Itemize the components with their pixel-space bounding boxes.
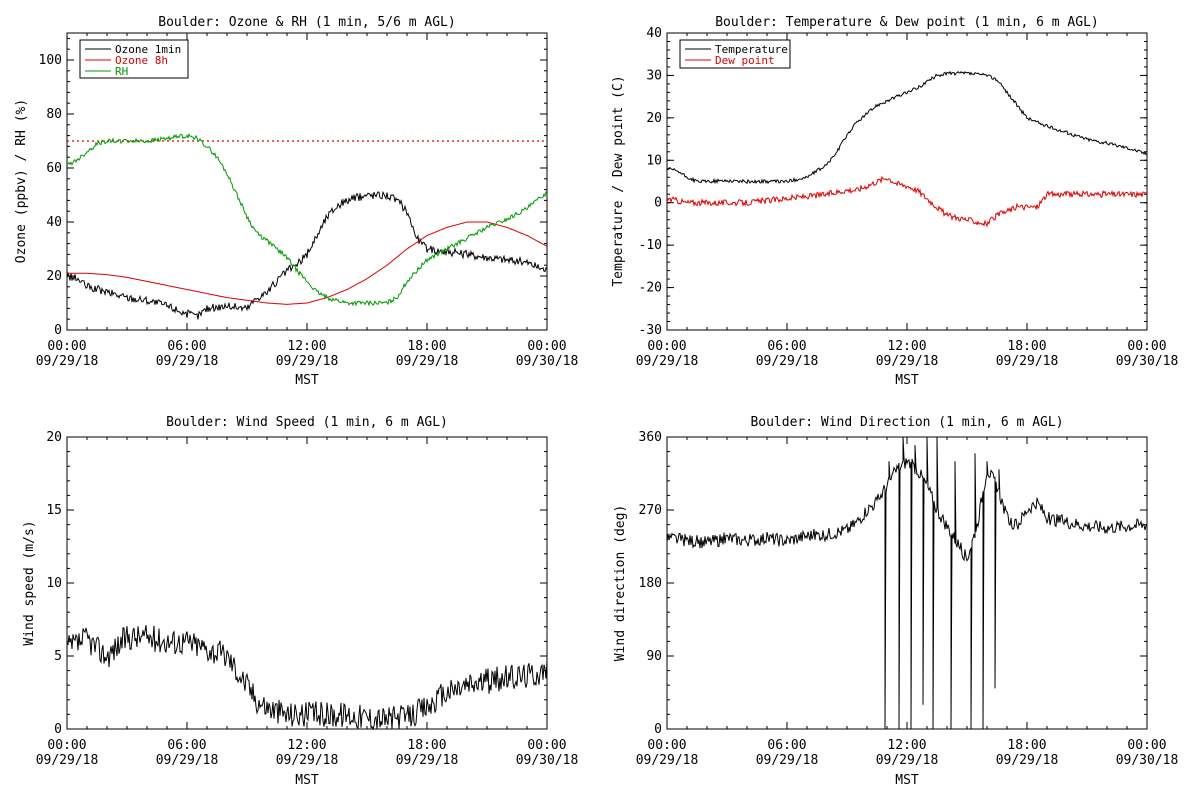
x-tick-label-time: 12:00 xyxy=(287,738,326,753)
y-tick-label: 90 xyxy=(646,649,662,664)
x-tick-label-time: 00:00 xyxy=(647,738,686,753)
x-tick-label-date: 09/30/18 xyxy=(516,753,579,768)
y-axis-label: Ozone (ppbv) / RH (%) xyxy=(14,99,29,263)
y-tick-label: 270 xyxy=(639,503,662,518)
x-tick-label-time: 06:00 xyxy=(767,738,806,753)
series-line-ozone-8h xyxy=(67,221,548,305)
x-tick-label-time: 06:00 xyxy=(167,339,206,354)
x-tick-label-date: 09/29/18 xyxy=(636,354,699,369)
x-tick-label-time: 06:00 xyxy=(767,339,806,354)
series-line-data xyxy=(666,436,1148,730)
x-tick-label-date: 09/30/18 xyxy=(1116,354,1179,369)
x-tick-label-time: 18:00 xyxy=(1007,339,1046,354)
y-tick-label: 10 xyxy=(46,576,62,591)
legend-label-dew-point: Dew point xyxy=(715,54,775,67)
legend: Temperature Dew point xyxy=(679,39,791,69)
panel-temperature-dewpoint: Boulder: Temperature & Dew point (1 min,… xyxy=(611,15,1178,388)
y-tick-label: -30 xyxy=(639,323,662,338)
x-tick-label-time: 00:00 xyxy=(527,339,566,354)
chart-title: Boulder: Wind Direction (1 min, 6 m AGL) xyxy=(750,415,1063,430)
chart-title: Boulder: Wind Speed (1 min, 6 m AGL) xyxy=(166,415,448,430)
x-tick-label-time: 00:00 xyxy=(47,339,86,354)
y-tick-label: 20 xyxy=(46,269,62,284)
x-tick-label-date: 09/29/18 xyxy=(396,354,459,369)
x-tick-label-time: 00:00 xyxy=(1127,339,1166,354)
x-tick-label-date: 09/29/18 xyxy=(876,354,939,369)
y-tick-label: 30 xyxy=(646,68,662,83)
y-tick-label: 20 xyxy=(646,111,662,126)
y-tick-label: 0 xyxy=(654,196,662,211)
x-tick-label-time: 18:00 xyxy=(1007,738,1046,753)
y-tick-label: -20 xyxy=(639,281,662,296)
x-tick-label-date: 09/29/18 xyxy=(36,354,99,369)
y-tick-label: 0 xyxy=(54,323,62,338)
series-line-ozone-1min xyxy=(66,190,548,320)
y-tick-label: 180 xyxy=(639,576,662,591)
x-tick-label-time: 06:00 xyxy=(167,738,206,753)
series-line-data xyxy=(66,625,548,731)
panel-ozone-rh: Boulder: Ozone & RH (1 min, 5/6 m AGL) O… xyxy=(14,15,578,388)
y-tick-label: 20 xyxy=(46,430,62,445)
y-tick-label: 0 xyxy=(654,722,662,737)
x-tick-label-date: 09/30/18 xyxy=(516,354,579,369)
legend-label-rh: RH xyxy=(115,65,128,78)
x-tick-label-date: 09/29/18 xyxy=(156,753,219,768)
x-tick-label-time: 00:00 xyxy=(527,738,566,753)
x-tick-label-date: 09/29/18 xyxy=(396,753,459,768)
y-tick-label: 40 xyxy=(46,215,62,230)
x-axis-label: MST xyxy=(295,373,319,388)
y-axis-label: Wind speed (m/s) xyxy=(22,520,37,645)
x-tick-label-time: 12:00 xyxy=(287,339,326,354)
y-tick-label: 100 xyxy=(39,53,62,68)
chart-title: Boulder: Ozone & RH (1 min, 5/6 m AGL) xyxy=(158,15,455,30)
x-tick-label-date: 09/29/18 xyxy=(276,354,339,369)
x-tick-label-time: 18:00 xyxy=(407,339,446,354)
x-tick-label-date: 09/30/18 xyxy=(1116,753,1179,768)
x-tick-label-date: 09/29/18 xyxy=(756,354,819,369)
y-tick-label: 15 xyxy=(46,503,62,518)
y-tick-label: 0 xyxy=(54,722,62,737)
x-tick-label-date: 09/29/18 xyxy=(996,753,1059,768)
x-tick-label-date: 09/29/18 xyxy=(276,753,339,768)
x-tick-label-date: 09/29/18 xyxy=(756,753,819,768)
x-tick-label-time: 00:00 xyxy=(647,339,686,354)
y-tick-label: -10 xyxy=(639,238,662,253)
x-tick-label-date: 09/29/18 xyxy=(636,753,699,768)
x-tick-label-time: 18:00 xyxy=(407,738,446,753)
y-tick-label: 5 xyxy=(54,649,62,664)
series-line-dew-point xyxy=(666,175,1148,228)
chart-title: Boulder: Temperature & Dew point (1 min,… xyxy=(715,15,1099,30)
y-tick-label: 360 xyxy=(639,430,662,445)
y-axis-label: Wind direction (deg) xyxy=(613,505,628,662)
series-line-temperature xyxy=(666,70,1148,185)
series-line-rh xyxy=(66,132,548,307)
panel-wind-speed: Boulder: Wind Speed (1 min, 6 m AGL) Win… xyxy=(22,415,578,788)
y-axis-label: Temperature / Dew point (C) xyxy=(611,75,626,286)
x-tick-label-time: 12:00 xyxy=(887,339,926,354)
y-tick-label: 40 xyxy=(646,26,662,41)
x-tick-label-date: 09/29/18 xyxy=(36,753,99,768)
x-axis-label: MST xyxy=(295,773,319,788)
legend: Ozone 1min Ozone 8h RH xyxy=(79,39,189,79)
x-tick-label-time: 00:00 xyxy=(47,738,86,753)
y-tick-label: 60 xyxy=(46,161,62,176)
x-tick-label-time: 00:00 xyxy=(1127,738,1166,753)
y-tick-label: 10 xyxy=(646,153,662,168)
legend-box xyxy=(679,39,791,69)
legend-label-temperature: Temperature xyxy=(715,43,788,56)
x-axis-label: MST xyxy=(895,773,919,788)
x-tick-label-time: 12:00 xyxy=(887,738,926,753)
y-tick-label: 80 xyxy=(46,107,62,122)
x-axis-label: MST xyxy=(895,373,919,388)
x-tick-label-date: 09/29/18 xyxy=(996,354,1059,369)
panel-wind-direction: Boulder: Wind Direction (1 min, 6 m AGL)… xyxy=(613,415,1178,788)
legend-label-ozone-8h: Ozone 8h xyxy=(115,54,168,67)
legend-box xyxy=(79,39,189,79)
x-tick-label-date: 09/29/18 xyxy=(156,354,219,369)
x-tick-label-date: 09/29/18 xyxy=(876,753,939,768)
legend-label-ozone-1min: Ozone 1min xyxy=(115,43,181,56)
